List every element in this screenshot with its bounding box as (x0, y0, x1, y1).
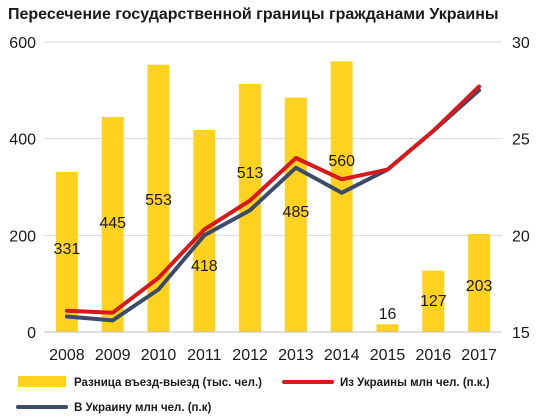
left-axis-tick-label: 600 (9, 35, 36, 52)
bar-data-label: 560 (328, 153, 355, 170)
x-axis-tick-label: 2016 (416, 347, 452, 364)
x-axis-tick-label: 2009 (95, 347, 131, 364)
x-axis-tick-label: 2014 (324, 347, 360, 364)
x-axis-tick-label: 2012 (232, 347, 268, 364)
right-axis-tick-label: 15 (512, 325, 530, 342)
bar (422, 270, 445, 332)
x-axis-tick-label: 2013 (278, 347, 314, 364)
series-line-out (64, 84, 482, 315)
bar (55, 172, 78, 332)
series-line-in (64, 88, 482, 323)
bar-data-label: 418 (191, 258, 218, 275)
x-axis-tick-label: 2017 (461, 347, 497, 364)
legend-line-out-label: Из Украины млн чел. (п.к.) (340, 377, 490, 389)
x-axis-tick-label: 2015 (370, 347, 406, 364)
legend-line-in-label: В Украину млн чел. (п.к) (74, 402, 211, 414)
bar-data-label: 513 (237, 165, 264, 182)
x-axis-tick-label: 2010 (141, 347, 177, 364)
legend-bar-swatch (18, 376, 66, 387)
legend-bar-label: Разница въезд-выезд (тыс. чел.) (74, 377, 262, 389)
right-axis-tick-label: 30 (512, 35, 530, 52)
bar-data-label: 127 (420, 293, 447, 310)
x-axis-tick-label: 2011 (187, 347, 222, 364)
left-axis-tick-label: 400 (9, 132, 36, 149)
bar (147, 64, 170, 332)
x-axis-tick-label: 2008 (49, 347, 85, 364)
right-axis-tick-label: 20 (512, 228, 530, 245)
bar-data-label: 553 (145, 192, 172, 209)
bar-data-label: 16 (379, 306, 397, 323)
bar-data-label: 203 (466, 278, 493, 295)
bar-data-label: 445 (99, 215, 126, 232)
bar (468, 233, 491, 332)
bar-data-label: 331 (54, 241, 81, 258)
left-axis-tick-label: 0 (27, 325, 36, 342)
chart-title: Пересечение государственной границы граж… (8, 6, 499, 23)
bar (330, 61, 353, 332)
bar (101, 116, 124, 333)
bar-data-label: 485 (283, 204, 310, 221)
bar (376, 324, 399, 332)
bar (284, 97, 307, 332)
left-axis-tick-label: 200 (9, 228, 36, 245)
right-axis-tick-label: 25 (512, 132, 530, 149)
